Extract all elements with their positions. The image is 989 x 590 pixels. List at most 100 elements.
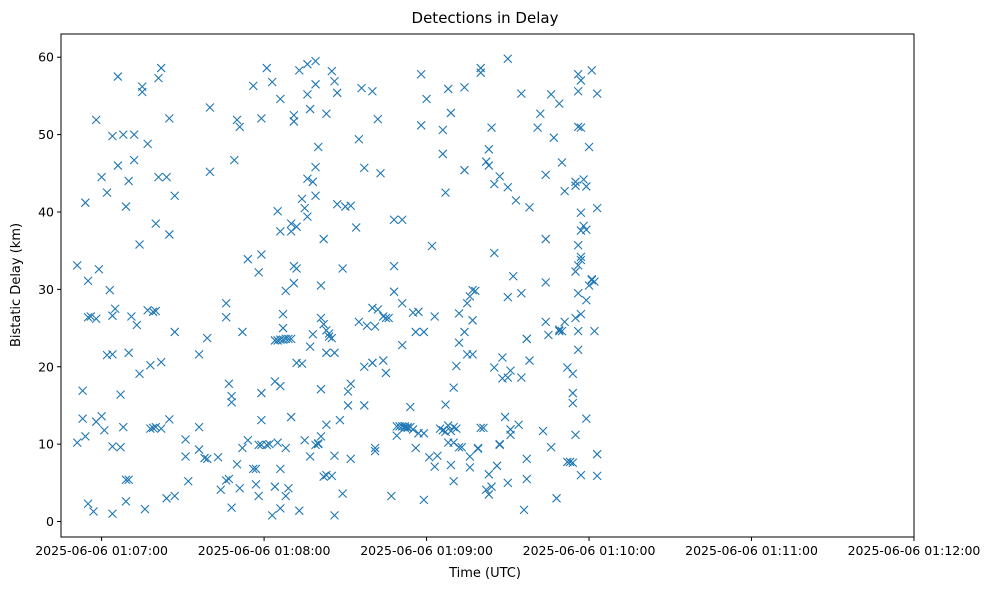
detection-marker: [83, 312, 93, 322]
detection-marker: [292, 264, 301, 273]
detection-marker: [278, 323, 288, 333]
detection-marker: [416, 69, 426, 79]
detection-marker: [484, 490, 494, 499]
detection-marker: [183, 476, 193, 486]
detection-marker: [311, 162, 320, 172]
detection-marker: [116, 390, 125, 400]
detection-marker: [411, 443, 421, 453]
detection-marker: [256, 250, 266, 259]
detection-marker: [281, 443, 291, 453]
detection-marker: [286, 334, 296, 344]
detection-marker: [132, 320, 142, 330]
y-tick-label: 20: [38, 359, 54, 374]
detection-marker: [573, 122, 583, 132]
detection-marker: [303, 212, 312, 222]
detection-marker: [359, 163, 369, 173]
detection-marker: [227, 391, 236, 401]
detection-marker: [118, 130, 128, 139]
detection-marker: [554, 325, 564, 334]
detection-marker: [573, 69, 583, 79]
detection-marker: [592, 449, 602, 459]
detection-marker: [460, 327, 469, 337]
detection-marker: [83, 276, 93, 286]
detection-marker: [514, 420, 524, 430]
detection-marker: [140, 504, 150, 514]
y-axis: 0 10 20 30 40 50 60: [38, 50, 61, 529]
detection-marker: [254, 440, 264, 450]
detection-marker: [522, 474, 532, 484]
detection-marker: [541, 278, 551, 287]
detection-marker: [576, 123, 586, 133]
detection-marker: [541, 317, 551, 327]
detection-marker: [389, 261, 399, 271]
detection-marker: [284, 483, 293, 493]
detection-marker: [525, 202, 534, 212]
x-tick-label: 2025-06-06 01:08:00: [198, 543, 331, 558]
detection-marker: [311, 191, 320, 201]
detection-marker: [232, 459, 242, 469]
detection-marker: [262, 440, 272, 450]
detection-marker: [321, 348, 331, 358]
detection-marker: [305, 342, 315, 352]
detection-marker: [419, 327, 429, 337]
detection-marker: [473, 443, 483, 453]
detection-marker: [181, 435, 190, 444]
detection-marker: [451, 424, 461, 434]
detection-marker: [516, 288, 526, 298]
detection-marker: [273, 206, 283, 216]
detection-marker: [476, 423, 486, 433]
detection-marker: [568, 369, 578, 379]
detection-marker: [571, 267, 580, 276]
detection-marker: [156, 424, 166, 434]
detection-marker: [557, 158, 567, 167]
detection-marker: [297, 194, 307, 204]
detection-marker: [573, 260, 583, 270]
detection-marker: [303, 89, 312, 99]
detection-marker: [275, 464, 285, 474]
detection-marker: [330, 76, 339, 86]
detection-marker: [281, 491, 291, 501]
detection-marker: [468, 285, 477, 295]
detection-marker: [381, 313, 391, 323]
detection-marker: [433, 451, 442, 461]
detection-marker: [381, 368, 391, 378]
detection-marker: [170, 191, 180, 201]
detection-marker: [143, 139, 153, 149]
y-tick-label: 50: [38, 127, 54, 142]
detection-marker: [108, 349, 117, 359]
detection-marker: [221, 312, 231, 322]
detection-marker: [338, 489, 348, 499]
detection-marker: [592, 203, 602, 213]
detection-marker: [489, 248, 499, 258]
detection-marker: [72, 260, 82, 270]
detection-marker: [221, 476, 231, 485]
y-tick-label: 40: [38, 204, 54, 219]
y-tick-label: 30: [38, 282, 54, 297]
detection-marker: [468, 349, 477, 359]
detection-marker: [411, 327, 421, 337]
detection-marker: [99, 425, 109, 435]
detection-marker: [194, 349, 204, 359]
detection-marker: [354, 317, 364, 327]
detection-marker: [370, 446, 380, 456]
detection-marker: [498, 353, 507, 362]
detection-marker: [311, 440, 320, 450]
detection-marker: [576, 252, 586, 262]
detection-marker: [256, 415, 266, 425]
detection-marker: [554, 326, 564, 336]
detection-marker: [213, 452, 223, 462]
detection-marker: [124, 348, 134, 358]
detection-marker: [573, 288, 583, 298]
detection-marker: [143, 305, 153, 315]
detection-marker: [319, 234, 329, 244]
detection-marker: [346, 379, 356, 389]
detection-marker: [162, 493, 171, 503]
detection-marker: [378, 312, 388, 321]
x-tick-label: 2025-06-06 01:10:00: [523, 543, 656, 558]
detection-marker: [129, 155, 139, 165]
x-axis-label: Time (UTC): [448, 566, 521, 581]
detection-marker: [370, 322, 380, 331]
detection-marker: [224, 474, 234, 484]
detection-marker: [506, 366, 515, 376]
